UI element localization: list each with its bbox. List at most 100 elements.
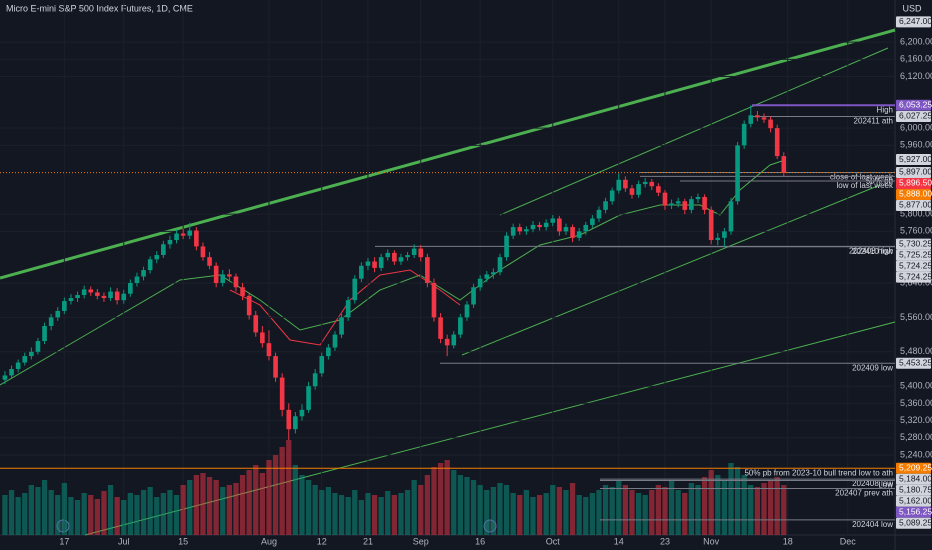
candle-body — [431, 282, 437, 318]
annotation: 202408 low — [852, 479, 893, 488]
volume-bar — [431, 467, 437, 535]
volume-bar — [220, 487, 226, 535]
candle-body — [88, 289, 94, 293]
candle-body — [372, 261, 377, 268]
volume-bar — [279, 447, 285, 535]
price-tag — [896, 260, 931, 272]
candle-body — [332, 334, 338, 348]
candle-body — [662, 192, 668, 206]
volume-bar — [272, 455, 279, 535]
volume-bar — [305, 480, 312, 535]
volume-bar — [503, 485, 510, 535]
volume-bar — [28, 485, 34, 535]
candle-body — [352, 278, 358, 301]
y-tick-label: 6,000.00 — [900, 123, 932, 133]
volume-bar — [517, 495, 523, 535]
price-tag — [896, 199, 931, 211]
candle-body — [609, 190, 615, 202]
volume-bar — [259, 473, 266, 535]
volume-bar — [101, 491, 107, 535]
y-tick-label: 6,200.00 — [900, 37, 932, 47]
volume-bar — [530, 497, 536, 535]
price-tag-label: 5,180.75 — [899, 484, 932, 494]
candle-body — [2, 375, 8, 380]
volume-bar — [781, 485, 787, 535]
candle-body — [154, 255, 160, 260]
candle-body — [293, 416, 298, 430]
volume-bar — [371, 495, 378, 535]
candle-body — [207, 257, 212, 266]
price-tag — [896, 110, 931, 122]
y-tick-label: 5,760.00 — [900, 226, 932, 236]
annotation: 50% pb from 2023-10 bull trend low to at… — [744, 468, 893, 477]
candle-body — [550, 218, 556, 223]
candle-body — [570, 227, 575, 238]
volume-bar — [55, 495, 61, 535]
y-tick-label: 6,120.00 — [900, 71, 932, 81]
volume-bar — [15, 497, 21, 535]
candle-body — [187, 230, 193, 236]
volume-bar — [94, 499, 100, 535]
volume-bar — [490, 487, 497, 535]
candle-body — [425, 257, 430, 283]
x-tick-label: Aug — [261, 536, 277, 546]
annotation: 202407 prev ath — [835, 489, 893, 498]
trend-line — [0, 28, 896, 280]
candle-body — [279, 377, 285, 410]
price-tag-label: 5,927.00 — [899, 154, 932, 164]
candle-body — [755, 115, 760, 118]
candle-body — [15, 362, 21, 369]
candle-body — [240, 287, 245, 296]
x-tick-label: 14 — [614, 536, 624, 546]
volume-bar — [22, 493, 28, 535]
price-tag-label: 5,209.25 — [899, 462, 932, 472]
volume-bar — [299, 475, 305, 535]
channel-line — [499, 47, 889, 216]
candle-body — [682, 201, 688, 210]
volume-bar — [510, 493, 516, 535]
y-tick-label: 5,560.00 — [900, 312, 932, 322]
y-tick-label: 5,280.00 — [900, 432, 932, 442]
candle-body — [642, 181, 648, 185]
candle-body — [227, 274, 232, 277]
volume-bar — [642, 495, 648, 535]
candle-body — [62, 301, 67, 311]
annotation: High — [877, 105, 893, 114]
volume-bar — [345, 497, 351, 535]
volume-bar — [134, 495, 140, 535]
volume-bar — [748, 485, 754, 535]
x-tick-label: Nov — [703, 536, 720, 546]
candle-body — [781, 156, 787, 173]
volume-bar — [239, 475, 246, 535]
candle-body — [438, 317, 443, 339]
volume-bar — [154, 497, 160, 535]
candle-body — [48, 317, 54, 326]
candle-body — [748, 115, 754, 124]
candle-body — [121, 293, 127, 301]
annotation: low of last week — [837, 181, 894, 190]
candle-body — [590, 218, 595, 225]
volume-bar — [61, 483, 67, 535]
candle-body — [128, 282, 133, 294]
volume-bar — [668, 480, 675, 535]
volume-bar — [662, 487, 668, 535]
volume-bar — [147, 487, 153, 535]
candle-body — [194, 230, 199, 247]
candle-body — [68, 298, 74, 302]
candle-body — [392, 252, 397, 262]
volume-bar — [173, 495, 180, 535]
volume-bar — [523, 490, 530, 535]
candle-body — [273, 356, 278, 378]
price-tag — [896, 188, 931, 200]
candle-body — [339, 317, 344, 335]
candle-body — [253, 315, 259, 333]
price-tag — [896, 249, 931, 261]
x-tick-label: Jul — [118, 536, 130, 546]
candle-body — [81, 289, 87, 296]
candle-body — [405, 255, 410, 258]
candle-body — [596, 209, 602, 219]
volume-bar — [734, 467, 741, 535]
volume-bar — [629, 490, 635, 535]
